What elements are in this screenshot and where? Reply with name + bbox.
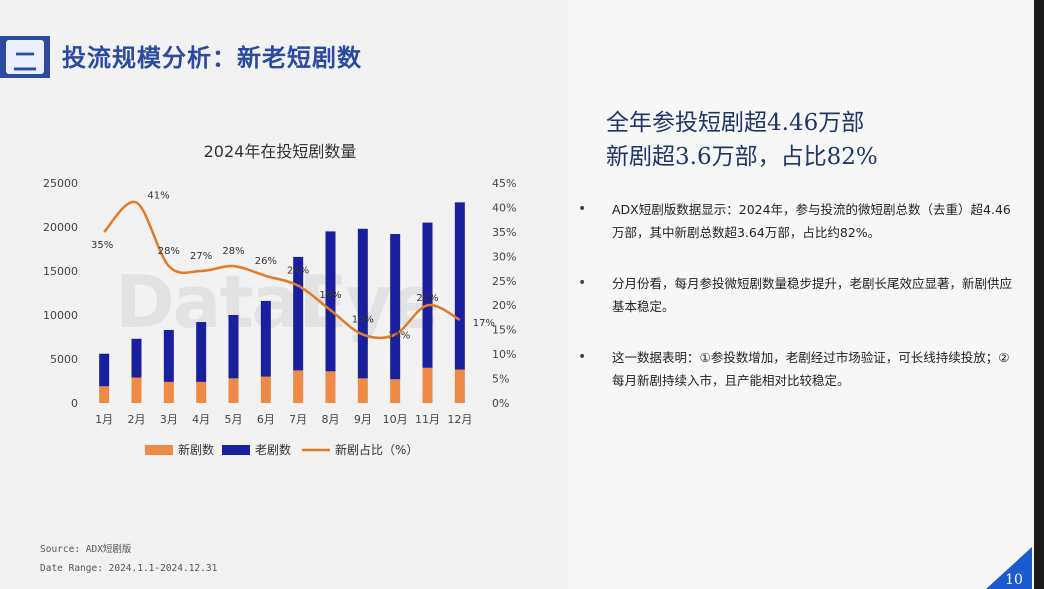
- section-number-badge: 二: [0, 36, 50, 78]
- ratio-data-label: 19%: [319, 290, 341, 301]
- chart-title: 2024年在投短剧数量: [204, 142, 357, 161]
- bar-new: [228, 378, 239, 403]
- bullet-text: 分月份看，每月参投微短剧数量稳步提升，老剧长尾效应显著，新剧供应基本稳定。: [612, 276, 1013, 314]
- x-tick-label: 3月: [160, 413, 178, 426]
- bar-old: [422, 222, 433, 368]
- bullet-dot-icon: •: [578, 275, 587, 291]
- y-left-tick-label: 10000: [43, 309, 78, 322]
- x-tick-label: 1月: [95, 413, 113, 426]
- y-left-tick-label: 0: [71, 397, 78, 410]
- ratio-data-label: 20%: [416, 293, 438, 304]
- bar-new: [163, 381, 174, 403]
- bar-old: [454, 202, 465, 370]
- legend-label-new: 新剧数: [178, 442, 214, 457]
- chart: 2024年在投短剧数量 0 5000 10000 15000 20000 25000 0% 5%…: [43, 142, 516, 457]
- ratio-data-label: 17%: [473, 318, 495, 329]
- bar-old: [293, 256, 304, 371]
- bar-new: [196, 381, 207, 403]
- bullet-item: • ADX短剧版数据显示：2024年，参与投流的微短剧总数（去重）超4.46万部…: [576, 198, 1016, 244]
- source-note: Source: ADX短剧版: [40, 544, 132, 555]
- x-tick-label: 10月: [383, 413, 408, 426]
- y-right-tick-label: 20%: [492, 299, 516, 312]
- x-tick-label: 12月: [447, 413, 472, 426]
- page-number-tag: 10: [986, 547, 1032, 589]
- ratio-data-label: 35%: [91, 240, 113, 251]
- key-statement: 全年参投短剧超4.46万部 新剧超3.6万部，占比82%: [606, 106, 1026, 174]
- ratio-data-label: 28%: [158, 246, 180, 257]
- y-right-tick-label: 25%: [492, 275, 516, 288]
- bar-new: [260, 376, 271, 403]
- bar-new: [131, 377, 142, 403]
- y-right-tick-label: 40%: [492, 201, 516, 214]
- section-header: 二 投流规模分析：新老短剧数: [0, 30, 520, 82]
- ratio-data-label: 28%: [222, 246, 244, 257]
- x-tick-label: 5月: [225, 413, 243, 426]
- bar-new: [99, 386, 110, 403]
- bar-new: [390, 379, 401, 403]
- x-tick-label: 4月: [192, 413, 210, 426]
- bar-new: [293, 370, 304, 403]
- bar-new: [325, 371, 336, 403]
- bar-old: [163, 329, 174, 382]
- bar-old: [325, 231, 336, 372]
- y-left-tick-label: 5000: [50, 353, 78, 366]
- y-left-tick-label: 20000: [43, 221, 78, 234]
- page-title: 投流规模分析：新老短剧数: [62, 44, 362, 72]
- y-right-tick-label: 15%: [492, 324, 516, 337]
- y-left-tick-label: 25000: [43, 177, 78, 190]
- y-right-tick-label: 0%: [492, 397, 509, 410]
- y-left-tick-label: 15000: [43, 265, 78, 278]
- x-tick-label: 6月: [257, 413, 275, 426]
- bar-new: [454, 369, 465, 403]
- y-right-tick-label: 45%: [492, 177, 516, 190]
- bullet-item: • 这一数据表明：①参投数增加，老剧经过市场验证，可长线持续投放；②每月新剧持续…: [576, 346, 1016, 392]
- bullet-dot-icon: •: [578, 201, 587, 217]
- statement-line-1: 全年参投短剧超4.46万部: [606, 110, 865, 136]
- y-right-tick-label: 10%: [492, 348, 516, 361]
- date-range-note: Date Range: 2024.1.1-2024.12.31: [40, 563, 218, 574]
- ratio-data-label: 24%: [287, 266, 309, 277]
- bullet-text: 这一数据表明：①参投数增加，老剧经过市场验证，可长线持续投放；②每月新剧持续入市…: [612, 350, 1010, 388]
- ratio-line: [103, 200, 461, 340]
- bar-new: [422, 367, 433, 403]
- x-tick-label: 9月: [354, 413, 372, 426]
- bar-old: [131, 338, 142, 378]
- y-right-tick-label: 5%: [492, 373, 509, 386]
- ratio-data-label: 41%: [147, 191, 169, 202]
- x-tick-label: 8月: [322, 413, 340, 426]
- bullet-dot-icon: •: [578, 349, 587, 365]
- legend-label-old: 老剧数: [255, 442, 291, 457]
- statement-line-2: 新剧超3.6万部，占比82%: [606, 144, 878, 170]
- section-number: 二: [13, 48, 37, 76]
- bar-old: [196, 322, 207, 382]
- bar-old: [390, 234, 401, 380]
- legend-swatch-new: [145, 445, 173, 455]
- bar-old: [357, 228, 368, 379]
- right-panel: [568, 0, 1044, 589]
- x-tick-label: 7月: [289, 413, 307, 426]
- bar-old: [99, 353, 110, 387]
- ratio-data-label: 27%: [190, 251, 212, 262]
- ratio-data-label: 14%: [352, 315, 374, 326]
- bullet-text: ADX短剧版数据显示：2024年，参与投流的微短剧总数（去重）超4.46万部，其…: [612, 202, 1011, 240]
- window-edge: [1034, 0, 1044, 589]
- y-right-tick-label: 30%: [492, 250, 516, 263]
- ratio-data-label: 26%: [255, 256, 277, 267]
- bar-old: [260, 300, 271, 377]
- ratio-data-label: 14%: [388, 331, 410, 342]
- x-tick-label: 2月: [128, 413, 146, 426]
- legend-swatch-old: [222, 445, 250, 455]
- bar-new: [357, 378, 368, 403]
- y-right-tick-label: 35%: [492, 226, 516, 239]
- legend-label-ratio: 新剧占比（%）: [335, 442, 418, 457]
- bullet-item: • 分月份看，每月参投微短剧数量稳步提升，老剧长尾效应显著，新剧供应基本稳定。: [576, 272, 1016, 318]
- x-tick-label: 11月: [415, 413, 440, 426]
- page-number: 10: [1005, 572, 1023, 588]
- bullet-list: • ADX短剧版数据显示：2024年，参与投流的微短剧总数（去重）超4.46万部…: [576, 198, 1016, 420]
- bar-old: [228, 315, 239, 379]
